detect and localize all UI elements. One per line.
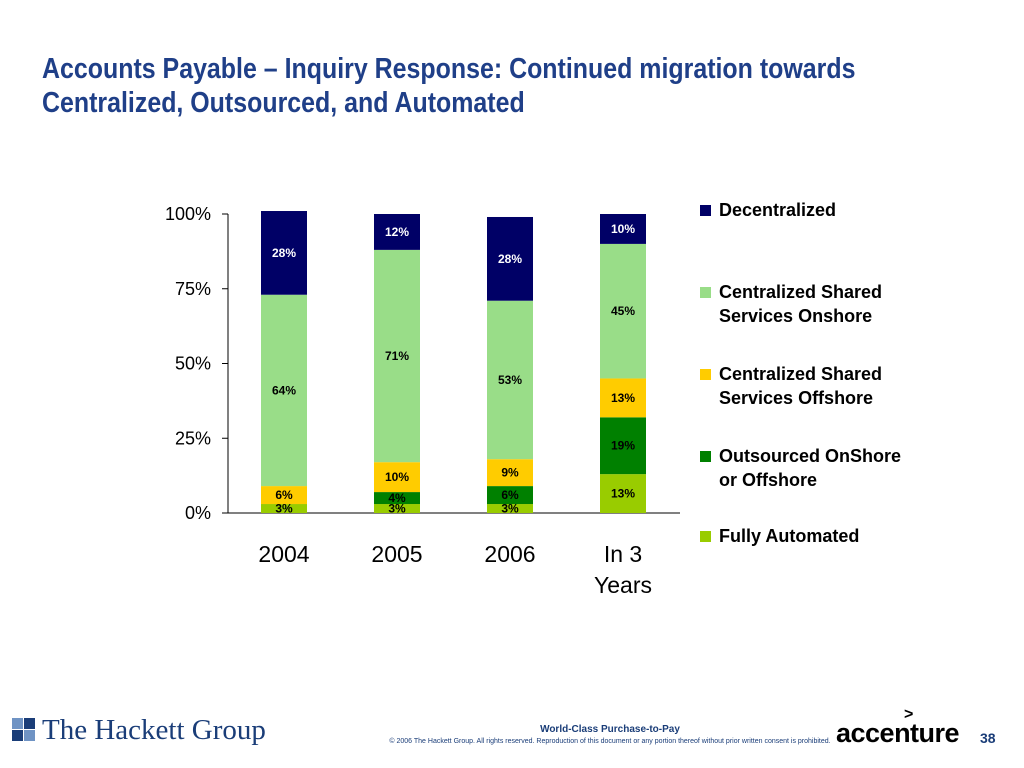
data-label: 12% <box>385 225 409 239</box>
page-number: 38 <box>980 730 996 746</box>
bar-segment <box>487 486 533 505</box>
accenture-caret-icon: > <box>904 706 914 723</box>
legend-label-line: Outsourced OnShore <box>719 446 902 466</box>
data-label: 4% <box>388 491 406 505</box>
page-title: Accounts Payable – Inquiry Response: Con… <box>42 52 868 120</box>
bar-segment <box>261 504 307 513</box>
bar-segment <box>600 243 646 379</box>
accenture-logo: accenture <box>836 718 960 748</box>
data-label: 3% <box>388 502 406 516</box>
bar-segment <box>487 216 533 301</box>
footer-copyright: © 2006 The Hackett Group. All rights res… <box>389 738 831 745</box>
legend-swatch <box>700 451 711 462</box>
data-label: 6% <box>501 488 519 502</box>
x-tick-label: 2005 <box>371 541 422 567</box>
data-label: 10% <box>385 470 409 484</box>
legend-label: Outsourced OnShore or Offshore <box>719 444 949 492</box>
bar-segment <box>487 504 533 513</box>
legend-swatch <box>700 531 711 542</box>
bar-segment <box>374 249 420 463</box>
legend-label-line: Services Offshore <box>719 388 874 408</box>
bar-segment <box>261 294 307 487</box>
data-label: 13% <box>611 487 635 501</box>
legend-label: Centralized Shared Services Offshore <box>719 362 949 410</box>
x-tick-label: In 3 <box>604 541 642 567</box>
data-label: 6% <box>275 488 293 502</box>
x-tick-label: 2004 <box>258 541 309 567</box>
bar-segment <box>374 504 420 513</box>
bar-segment <box>374 214 420 250</box>
page-title-line-1: Accounts Payable – Inquiry Response: Con… <box>42 53 856 85</box>
hackett-logo-icon <box>12 718 35 741</box>
data-label: 64% <box>272 383 296 397</box>
bar-segment <box>600 214 646 244</box>
data-label: 13% <box>611 391 635 405</box>
data-label: 9% <box>501 466 519 480</box>
data-label: 28% <box>498 252 522 266</box>
bar-segment <box>600 474 646 513</box>
y-tick-label: 25% <box>175 428 211 448</box>
bar-segment <box>487 459 533 487</box>
legend-label-line: Fully Automated <box>719 526 860 546</box>
y-tick-label: 100% <box>165 204 211 224</box>
bar-segment <box>374 492 420 505</box>
data-label: 3% <box>501 502 519 516</box>
legend-label-line: Centralized Shared <box>719 364 883 384</box>
footer-center: World-Class Purchase-to-Pay © 2006 The H… <box>330 724 890 745</box>
bar-segment <box>600 417 646 475</box>
legend-label: Fully Automated <box>719 524 949 548</box>
bar-segment <box>600 378 646 418</box>
legend-label-line: or Offshore <box>719 470 818 490</box>
legend-label: Decentralized <box>719 198 949 222</box>
bar-segment <box>261 211 307 295</box>
data-label: 45% <box>611 304 635 318</box>
data-label: 53% <box>498 373 522 387</box>
x-tick-label: Years <box>594 572 652 598</box>
data-label: 10% <box>611 222 635 236</box>
data-label: 3% <box>275 502 293 516</box>
x-tick-label: 2006 <box>484 541 535 567</box>
legend-swatch <box>700 205 711 216</box>
legend-label-line: Services Onshore <box>719 306 873 326</box>
legend-label-line: Decentralized <box>719 200 837 220</box>
hackett-group-wordmark: The Hackett Group <box>42 714 266 746</box>
data-label: 28% <box>272 246 296 260</box>
y-tick-label: 75% <box>175 279 211 299</box>
legend-swatch <box>700 287 711 298</box>
legend-swatch <box>700 369 711 380</box>
footer-title: World-Class Purchase-to-Pay <box>540 724 680 735</box>
page-title-line-2: Centralized, Outsourced, and Automated <box>42 87 525 119</box>
legend-label-line: Centralized Shared <box>719 282 883 302</box>
legend-label: Centralized Shared Services Onshore <box>719 280 949 328</box>
y-tick-label: 50% <box>175 354 211 374</box>
y-tick-label: 0% <box>185 503 211 523</box>
data-label: 71% <box>385 349 409 363</box>
bar-segment <box>374 462 420 493</box>
data-label: 19% <box>611 439 635 453</box>
bar-segment <box>487 300 533 460</box>
bar-segment <box>261 486 307 505</box>
